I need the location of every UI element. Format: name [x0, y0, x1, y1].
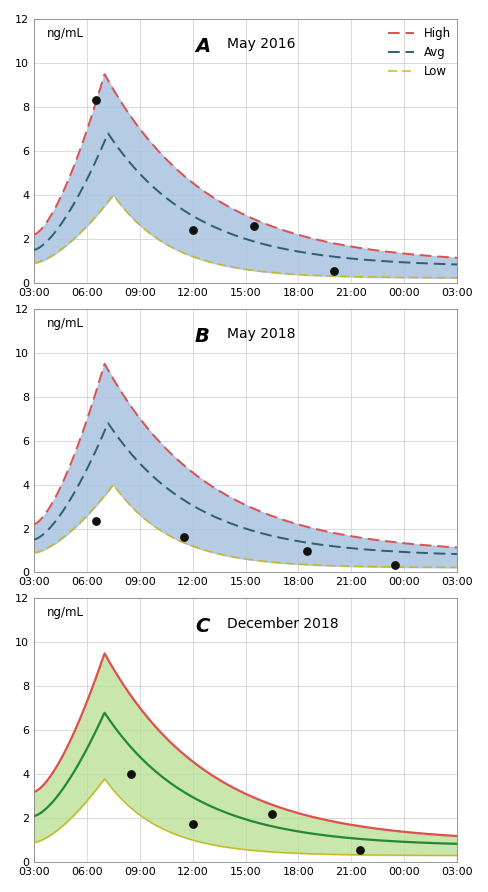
Point: [127, 767, 135, 781]
Text: B: B: [195, 327, 210, 346]
Text: A: A: [195, 37, 210, 56]
Point: [391, 558, 399, 572]
Text: May 2016: May 2016: [226, 37, 295, 52]
Point: [189, 223, 197, 237]
Point: [330, 264, 338, 278]
Text: December 2018: December 2018: [226, 616, 338, 631]
Point: [356, 843, 364, 857]
Point: [304, 543, 311, 558]
Text: ng/mL: ng/mL: [47, 317, 83, 329]
Point: [92, 94, 100, 108]
Point: [92, 514, 100, 528]
Text: May 2018: May 2018: [226, 327, 295, 341]
Text: ng/mL: ng/mL: [47, 27, 83, 40]
Text: ng/mL: ng/mL: [47, 607, 83, 619]
Point: [268, 806, 276, 821]
Point: [250, 219, 258, 233]
Legend: High, Avg, Low: High, Avg, Low: [384, 22, 455, 83]
Point: [189, 816, 197, 830]
Point: [180, 530, 188, 544]
Text: C: C: [195, 616, 209, 636]
